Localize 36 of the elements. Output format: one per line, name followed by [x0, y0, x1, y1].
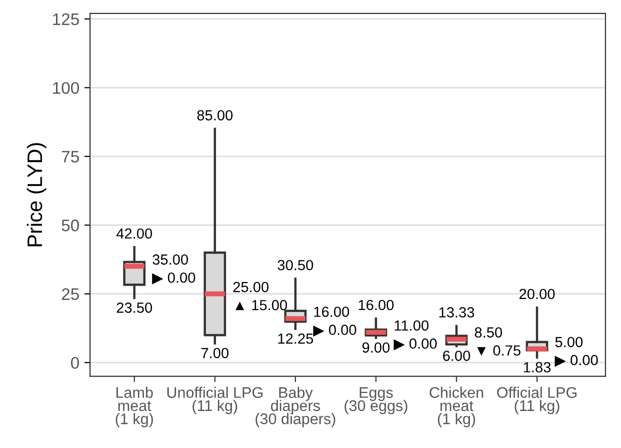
y-tick-label: 50 — [62, 220, 79, 232]
y-tick-label: 125 — [53, 13, 79, 26]
annotation: ▲ 15.00 — [236, 300, 288, 310]
annotation: 23.50 — [116, 302, 152, 313]
annotation: 6.00 — [443, 350, 470, 361]
x-tick-label: Eggs (30 eggs) — [344, 387, 408, 414]
annotation: 85.00 — [197, 110, 233, 120]
annotation: 16.00 — [358, 300, 394, 310]
annotation: 25.00 — [233, 282, 269, 292]
annotation: ▶ 0.00 — [394, 338, 437, 350]
annotation: ▶ 0.00 — [152, 272, 196, 284]
annotation: ▶ 0.00 — [313, 324, 356, 337]
annotation: 9.00 — [362, 342, 390, 353]
annotation: 30.50 — [278, 260, 314, 270]
annotation: 35.00 — [152, 254, 188, 265]
x-tick-label: Unofficial LPG (11 kg) — [167, 386, 262, 414]
annotation: 13.33 — [439, 307, 474, 318]
annotation: 20.00 — [520, 288, 555, 300]
annotation: 42.00 — [116, 228, 152, 239]
annotation: 1.83 — [524, 362, 551, 372]
y-tick-label: 0 — [71, 356, 79, 369]
annotation: ▶ 0.00 — [554, 354, 598, 367]
y-tick-label: 25 — [62, 288, 79, 300]
annotation: 16.00 — [314, 306, 350, 317]
x-tick-label: Official LPG (11 kg) — [497, 386, 576, 414]
y-axis-title: Price (LYD) — [26, 143, 46, 246]
annotation: 5.00 — [555, 336, 583, 348]
x-tick-label: Lamb meat (1 kg) — [116, 386, 153, 428]
annotation: 8.50 — [474, 327, 502, 338]
annotation: 7.00 — [201, 348, 228, 358]
y-tick-label: 100 — [53, 82, 79, 94]
x-tick-label: Chicken meat (1 kg) — [430, 386, 484, 428]
annotation: ▼ 0.75 — [477, 345, 520, 356]
y-tick-label: 75 — [62, 150, 79, 163]
annotation: 12.25 — [278, 333, 314, 344]
annotation: 11.00 — [394, 320, 429, 331]
